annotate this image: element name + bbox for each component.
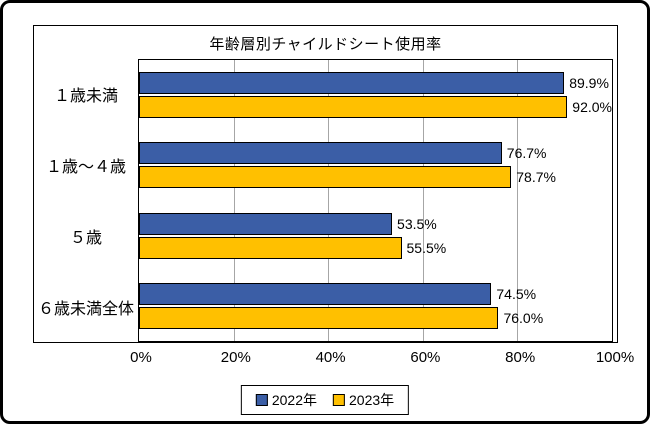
legend-swatch (333, 394, 345, 406)
chart-frame: 年齢層別チャイルドシート使用率 １歳未満 １歳～４歳 ５歳 ６歳未満全体 89.9% 9… (33, 25, 618, 343)
bar-row: 92.0% (139, 96, 612, 119)
value-label: 55.5% (406, 239, 447, 256)
x-tick-label: 40% (315, 349, 346, 366)
gridline (233, 60, 235, 341)
bar-row: 78.7% (139, 166, 612, 189)
legend-label: 2022年 (271, 392, 317, 408)
x-tick-label: 80% (505, 349, 536, 366)
bar-row: 76.0% (139, 306, 612, 329)
chart-legend: 2022年 2023年 (240, 385, 410, 415)
bar-group: 74.5% 76.0% (139, 271, 612, 341)
bar-group: 76.7% 78.7% (139, 130, 612, 200)
category-label: １歳～４歳 (45, 159, 126, 177)
value-label: 76.0% (503, 309, 544, 326)
chart-body: １歳未満 １歳～４歳 ５歳 ６歳未満全体 89.9% 92.0% 76.7% 78.7% 53… (34, 59, 613, 342)
legend-swatch (255, 394, 268, 406)
value-label: 74.5% (496, 285, 537, 302)
bar-2023年 (139, 166, 512, 189)
gridline (517, 60, 519, 341)
legend-label: 2023年 (349, 392, 395, 408)
chart-title: 年齢層別チャイルドシート使用率 (209, 36, 442, 53)
bar-group: 89.9% 92.0% (139, 60, 612, 130)
x-tick-label: 100% (595, 349, 635, 366)
bar-group: 53.5% 55.5% (139, 201, 612, 271)
x-tick-label: 0% (130, 349, 152, 366)
bar-row: 53.5% (139, 212, 612, 235)
bar-2022年 (139, 282, 492, 305)
bar-2023年 (139, 236, 402, 259)
bar-row: 74.5% (139, 282, 612, 305)
value-label: 78.7% (516, 169, 556, 186)
y-axis-labels: １歳未満 １歳～４歳 ５歳 ６歳未満全体 (34, 59, 138, 342)
x-tick-label: 20% (220, 349, 251, 366)
value-label: 89.9% (569, 75, 609, 92)
gridline (328, 60, 330, 341)
gridline (422, 60, 424, 341)
category-label: ６歳未満全体 (37, 300, 134, 318)
bar-row: 76.7% (139, 142, 612, 165)
bar-2023年 (139, 96, 568, 119)
value-label: 76.7% (506, 145, 547, 162)
bar-row: 89.9% (139, 72, 612, 95)
value-label: 53.5% (397, 215, 437, 232)
bar-2022年 (139, 142, 502, 165)
bar-2022年 (139, 72, 565, 95)
x-tick-label: 60% (410, 349, 441, 366)
bar-2022年 (139, 212, 393, 235)
category-label: ５歳 (69, 229, 102, 247)
x-axis: 0% 20% 40% 60% 80% 100% (130, 349, 634, 369)
bar-2023年 (139, 306, 499, 329)
legend-item: 2022年 (255, 390, 317, 410)
bar-row: 55.5% (139, 236, 612, 259)
legend-item: 2023年 (333, 390, 394, 410)
plot-area: 89.9% 92.0% 76.7% 78.7% 53.5% 55.5% 74.5% 76.0% (138, 59, 613, 342)
category-label: １歳未満 (53, 88, 118, 106)
value-label: 92.0% (572, 99, 612, 116)
